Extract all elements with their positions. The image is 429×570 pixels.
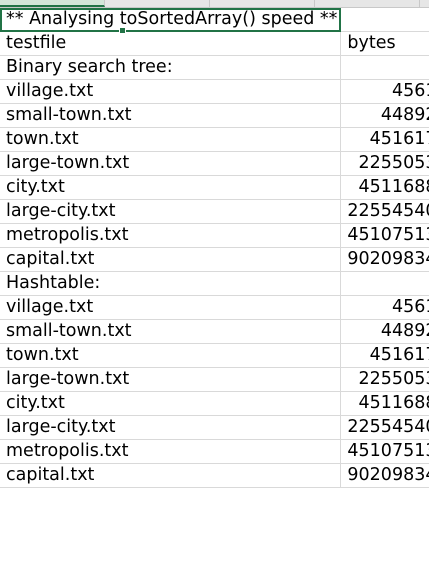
testfile-cell[interactable]: large-city.txt [0,199,342,225]
testfile-cell[interactable]: city.txt [0,391,342,417]
table-row: city.txt4511688100000246 [0,175,429,201]
table-row: large-city.txt225545405000001818 [0,415,429,441]
testfile-cell[interactable]: metropolis.txt [0,439,342,465]
table-row: small-town.txt4489210001 [0,319,429,345]
header-cell[interactable]: testfile [0,31,342,57]
section-label-cell[interactable]: Binary search tree: [0,55,342,81]
table-row: large-city.txt225545405000001532 [0,199,429,225]
table-row: small-town.txt4489210004 [0,103,429,129]
header-row: testfilebyteselementstime (ms) [0,31,429,57]
testfile-cell[interactable]: town.txt [0,127,342,153]
testfile-cell[interactable]: village.txt [0,79,342,105]
column-header-b[interactable] [105,0,210,7]
spreadsheet-grid: ** Analysing toSortedArray() speed ** tes… [0,8,429,489]
testfile-cell[interactable]: small-town.txt [0,319,342,345]
table-row: capital.txt9020983420000008948 [0,247,429,273]
table-row: city.txt4511688100000272 [0,391,429,417]
bytes-cell[interactable]: 4561 [340,79,429,105]
testfile-cell[interactable]: large-city.txt [0,415,342,441]
section-label-row: Binary search tree: [0,55,429,81]
table-row: village.txt45611001 [0,295,429,321]
table-row: metropolis.txt4510751310000004081 [0,439,429,465]
bytes-cell[interactable]: 44892 [340,319,429,345]
testfile-cell[interactable]: capital.txt [0,247,342,273]
bytes-cell[interactable]: 4561 [340,295,429,321]
testfile-cell[interactable]: small-town.txt [0,103,342,129]
bytes-cell[interactable]: 2255053 [340,151,429,177]
testfile-cell[interactable]: city.txt [0,175,342,201]
title-row: ** Analysing toSortedArray() speed ** [0,8,429,33]
table-row: town.txt4516171000026 [0,127,429,153]
bytes-cell[interactable]: 22554540 [340,199,429,225]
testfile-cell[interactable]: village.txt [0,295,342,321]
table-row: village.txt45611000 [0,79,429,105]
bytes-cell[interactable]: 90209834 [340,463,429,489]
testfile-cell[interactable]: town.txt [0,343,342,369]
cell-b1[interactable] [340,8,429,33]
title-cell[interactable]: ** Analysing toSortedArray() speed ** [0,8,342,33]
section-label-cell[interactable]: Hashtable: [0,271,342,297]
header-cell[interactable]: bytes [340,31,429,57]
column-header-c[interactable] [210,0,315,7]
bytes-cell[interactable]: 4511688 [340,175,429,201]
section-label-row: Hashtable: [0,271,429,297]
testfile-cell[interactable]: capital.txt [0,463,342,489]
column-header-d[interactable] [315,0,420,7]
bytes-cell[interactable]: 90209834 [340,247,429,273]
table-row: large-town.txt225505350000114 [0,367,429,393]
table-row: large-town.txt225505350000122 [0,151,429,177]
testfile-cell[interactable]: large-town.txt [0,151,342,177]
fill-handle[interactable] [119,27,126,34]
table-row: town.txt4516171000017 [0,343,429,369]
table-row: capital.txt9020983420000007926 [0,463,429,489]
empty-cell[interactable] [340,271,429,297]
bytes-cell[interactable]: 22554540 [340,415,429,441]
testfile-cell[interactable]: metropolis.txt [0,223,342,249]
bytes-cell[interactable]: 45107513 [340,223,429,249]
table-row: metropolis.txt4510751310000004100 [0,223,429,249]
testfile-cell[interactable]: large-town.txt [0,367,342,393]
bytes-cell[interactable]: 45107513 [340,439,429,465]
column-header-a[interactable] [0,0,105,7]
empty-cell[interactable] [340,55,429,81]
bytes-cell[interactable]: 44892 [340,103,429,129]
bytes-cell[interactable]: 451617 [340,127,429,153]
bytes-cell[interactable]: 4511688 [340,391,429,417]
bytes-cell[interactable]: 451617 [340,343,429,369]
column-header-strip [0,0,429,8]
bytes-cell[interactable]: 2255053 [340,367,429,393]
